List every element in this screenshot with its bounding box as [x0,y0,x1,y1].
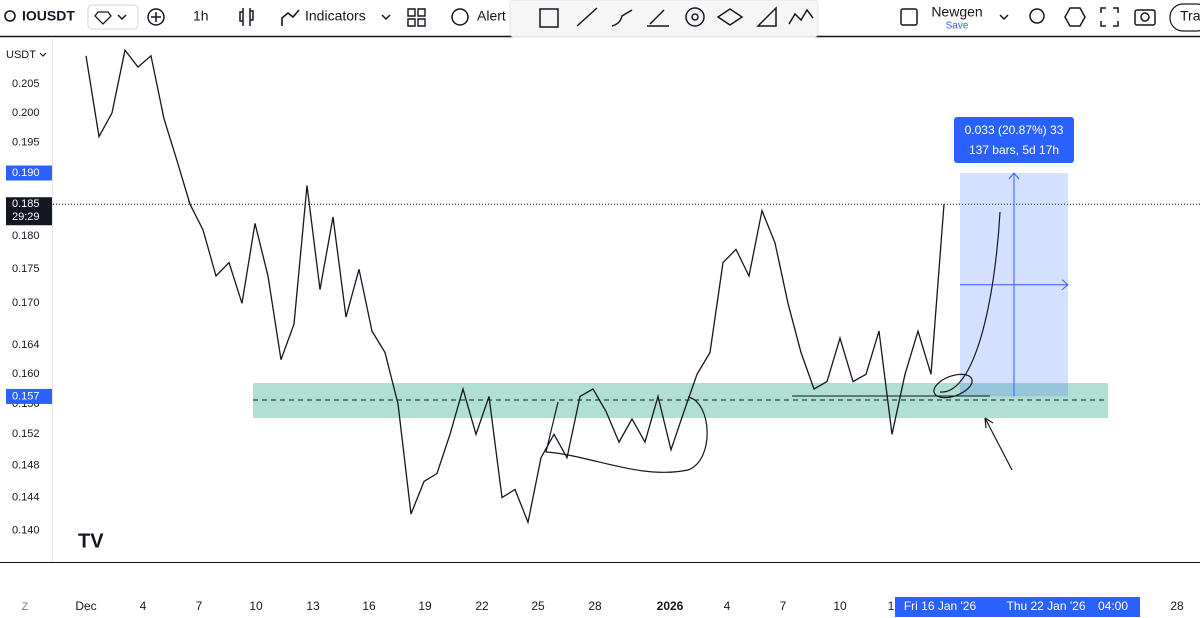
settings-icon[interactable] [1064,7,1086,27]
search-icon[interactable] [4,10,16,22]
currency[interactable]: USDT [6,49,36,61]
candles-icon[interactable] [239,8,254,26]
x-tick-label: 13 [306,599,320,613]
quick-search-icon[interactable] [1029,8,1045,24]
x-tick-label: Dec [75,599,96,613]
y-tick-label: 0.175 [12,263,40,275]
x-tick-label: 19 [418,599,432,613]
layout-icon[interactable] [900,8,918,26]
price-line [85,48,945,525]
alert-icon[interactable] [451,8,469,26]
timezone-icon[interactable]: Z [22,601,29,613]
trade-label[interactable]: Trad [1180,8,1200,24]
dropdown-icon[interactable] [999,14,1009,21]
diamond-icon[interactable] [94,11,112,25]
fullscreen-icon[interactable] [1100,7,1119,27]
measure-label-bg [954,117,1074,163]
price-marker-bg [6,165,52,181]
y-tick-label: 0.164 [12,339,40,351]
interval[interactable]: 1h [193,8,209,24]
price-marker-bg [6,197,52,226]
trade-button[interactable] [1169,3,1200,32]
save-button[interactable]: Save [946,21,969,32]
x-tick-label: 4 [724,599,731,613]
x-highlight-label: Fri 16 Jan '26 [904,599,977,613]
x-tick-label: 16 [362,599,376,613]
drawing-toolbar [509,0,819,38]
plus-icon [151,12,161,22]
x-tick-label: 22 [475,599,489,613]
layout-name[interactable]: Newgen [931,4,982,20]
logo: TV [78,530,104,552]
drawing-tools[interactable] [539,6,814,28]
y-tick-label: 0.200 [12,107,40,119]
x-highlight-bg [895,597,1140,617]
x-tick-label: 2026 [657,599,684,613]
measure-h-head [1061,279,1069,291]
x-tick-label: 1 [888,599,895,613]
hand-drawn-circle [933,373,973,399]
x-tick-label: 28 [588,599,602,613]
y-tick-label: 0.140 [12,525,40,537]
compare-icon[interactable] [147,8,165,26]
measure-label: 0.033 (20.87%) 33 [965,123,1064,137]
price-marker-label: 0.185 [12,198,40,210]
indicators[interactable]: Indicators [305,8,366,24]
x-highlight-label: Thu 22 Jan '26 [1006,599,1085,613]
x-tick-label: 10 [833,599,847,613]
y-tick-label: 0.170 [12,297,40,309]
plot [53,48,1200,525]
dropdown-icon[interactable] [381,14,391,21]
x-tick-label: 10 [249,599,263,613]
x-tick-label: 7 [196,599,203,613]
x-highlight-label: 04:00 [1098,599,1128,613]
y-tick-label: 0.195 [12,136,40,148]
camera-icon[interactable] [1134,9,1156,26]
x-tick-label: 28 [1170,599,1184,613]
y-tick-label: 0.180 [12,230,40,242]
price-marker-bg [6,388,52,404]
price-marker-label: 0.157 [12,390,40,402]
camera-lens [1140,12,1150,22]
hand-drawn-arrow [984,417,1013,471]
dropdown-icon [39,52,47,57]
alert[interactable]: Alert [477,8,506,24]
hand-drawn-arrow-curve [939,211,1001,393]
price-marker-label: 0.190 [12,167,40,179]
symbol[interactable]: IOUSDT [22,8,75,24]
y-tick-label: 0.148 [12,459,40,471]
dropdown-icon[interactable] [117,14,127,21]
symbol-button[interactable] [87,4,139,30]
x-tick-label: 25 [531,599,545,613]
y-tick-label: 0.205 [12,78,40,90]
y-tick-label: 0.144 [12,492,40,504]
x-tick-label: 4 [140,599,147,613]
measure-v-head [1008,172,1020,180]
layouts-icon[interactable] [407,8,426,27]
y-tick-label: 0.152 [12,428,40,440]
indicators-icon[interactable] [281,9,300,26]
y-tick-label: 0.160 [12,368,40,380]
x-tick-label: 7 [780,599,787,613]
hand-drawn-cup [545,396,708,473]
price-countdown: 29:29 [12,211,40,223]
measure-label: 137 bars, 5d 17h [969,143,1059,157]
